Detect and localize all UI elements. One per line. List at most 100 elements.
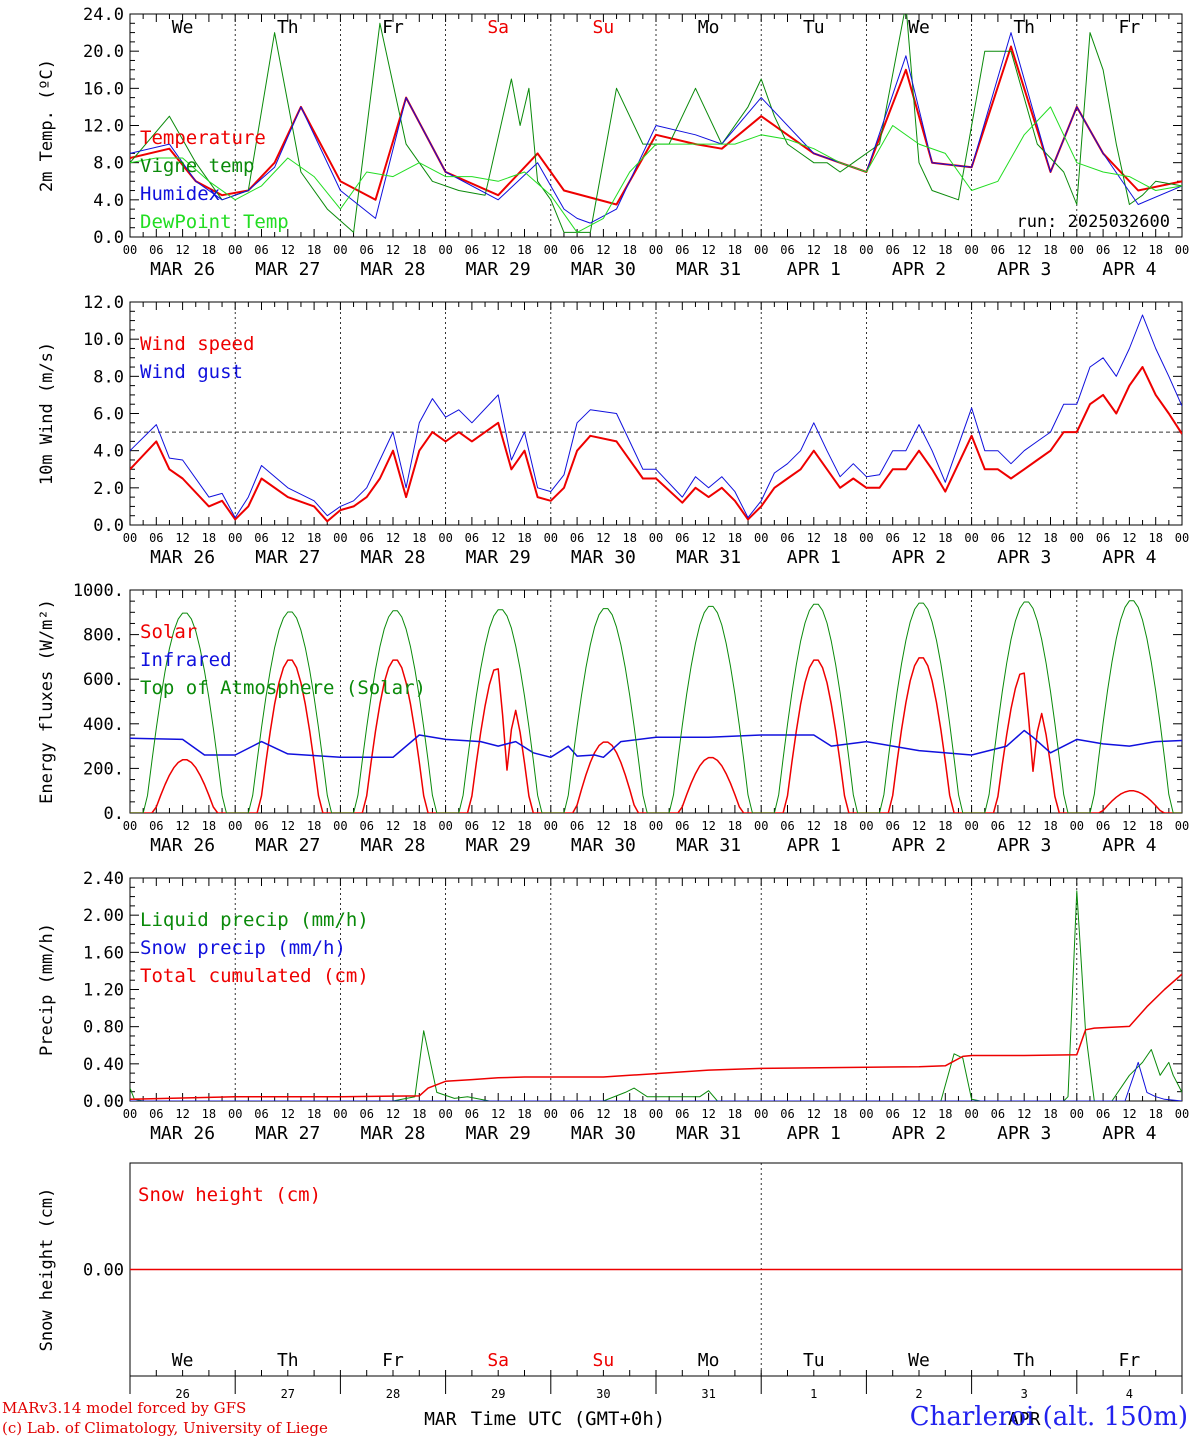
date-label: MAR 31 [676,547,741,568]
hour-tick-label: 18 [622,531,636,545]
day-name: Su [593,1350,615,1371]
legend-snow-height-cm-: Snow height (cm) [138,1184,321,1206]
hour-tick-label: 18 [517,531,531,545]
y-axis-label: Energy fluxes (W/m²) [37,599,57,804]
hour-tick-label: 18 [1043,531,1057,545]
hour-tick-label: 00 [333,1107,347,1121]
hour-tick-label: 12 [175,819,189,833]
day-name: We [172,17,194,38]
legend-snow-precip-mm-h-: Snow precip (mm/h) [140,937,346,959]
legend-solar: Solar [140,621,197,643]
hour-tick-label: 18 [202,243,216,257]
hour-tick-label: 18 [307,531,321,545]
day-number: 26 [175,1387,189,1401]
date-label: MAR 29 [466,259,531,280]
hour-tick-label: 18 [622,243,636,257]
hour-tick-label: 06 [991,531,1005,545]
hour-tick-label: 06 [780,819,794,833]
hour-tick-label: 18 [1148,819,1162,833]
hour-tick-label: 06 [885,819,899,833]
hour-tick-label: 00 [333,819,347,833]
date-label: MAR 30 [571,1123,636,1144]
legend-liquid-precip-mm-h-: Liquid precip (mm/h) [140,909,369,931]
hour-tick-label: 12 [596,243,610,257]
series-vigne-temp [130,14,1182,233]
hour-tick-label: 18 [202,819,216,833]
hour-tick-label: 00 [754,243,768,257]
hour-tick-label: 00 [228,1107,242,1121]
date-label: APR 1 [787,259,841,280]
day-name: Fr [1119,17,1141,38]
y-tick-label: 2.40 [83,869,124,889]
hour-tick-label: 00 [859,243,873,257]
y-tick-label: 24.0 [83,5,124,25]
hour-tick-label: 06 [149,243,163,257]
hour-tick-label: 18 [307,243,321,257]
series-top-of-atmosphere-solar- [130,600,1182,813]
date-label: APR 4 [1102,835,1156,856]
hour-tick-label: 06 [570,819,584,833]
hour-tick-label: 00 [438,819,452,833]
hour-tick-label: 18 [938,819,952,833]
day-number: 27 [281,1387,295,1401]
hour-tick-label: 06 [149,819,163,833]
hour-tick-label: 12 [807,819,821,833]
hour-tick-label: 12 [281,243,295,257]
hour-tick-label: 00 [754,1107,768,1121]
panel-temperature: 00 06 12 18 00 06 12 18 00 06 12 18 00 06 12 18 00 06 12 18… [37,5,1189,280]
legend-vigne-temp: Vigne temp [140,155,254,177]
date-label: MAR 28 [360,835,425,856]
hour-tick-label: 06 [780,531,794,545]
date-label: APR 3 [997,259,1051,280]
hour-tick-label: 00 [1175,1107,1189,1121]
hour-tick-label: 12 [807,1107,821,1121]
date-label: MAR 27 [255,259,320,280]
hour-tick-label: 18 [412,243,426,257]
date-label: APR 3 [997,1123,1051,1144]
series-humidex [130,32,1182,224]
series-group [130,890,1182,1101]
hour-tick-label: 18 [517,819,531,833]
series-snow-precip-mm-h- [130,1061,1182,1101]
hour-tick-label: 18 [622,819,636,833]
hour-tick-label: 12 [1122,819,1136,833]
hour-tick-label: 06 [359,819,373,833]
hour-tick-label: 18 [307,1107,321,1121]
date-label: MAR 28 [360,1123,425,1144]
series-group [130,14,1182,233]
hour-tick-label: 00 [333,531,347,545]
hour-tick-label: 18 [517,243,531,257]
hour-tick-label: 06 [885,243,899,257]
hour-tick-label: 18 [1148,1107,1162,1121]
hour-tick-label: 00 [964,531,978,545]
series-wind-gust [130,314,1182,519]
hour-tick-label: 06 [991,1107,1005,1121]
hour-tick-label: 12 [807,243,821,257]
panel-wind: 00 06 12 18 00 06 12 18 00 06 12 18 00 06 12 18 00 06 12 18… [37,293,1189,568]
hour-tick-label: 12 [1122,1107,1136,1121]
y-axis-label: 10m Wind (m/s) [37,342,57,485]
y-tick-label: 4.0 [93,442,124,462]
date-label: APR 3 [997,835,1051,856]
hour-tick-label: 12 [701,243,715,257]
hour-tick-label: 06 [254,1107,268,1121]
y-tick-label: 12.0 [83,117,124,137]
hour-tick-label: 18 [1043,1107,1057,1121]
y-tick-label: 1000. [73,581,124,601]
hour-tick-label: 12 [491,531,505,545]
day-name: Fr [1119,1350,1141,1371]
hour-tick-label: 18 [728,819,742,833]
hour-tick-label: 18 [517,1107,531,1121]
hour-tick-label: 18 [1043,243,1057,257]
day-number: 29 [491,1387,505,1401]
legend-dewpoint-temp: DewPoint Temp [140,211,289,233]
series-wind-speed [130,366,1182,523]
y-tick-label: 20.0 [83,42,124,62]
hour-tick-label: 12 [1017,819,1031,833]
hour-tick-label: 00 [438,243,452,257]
hour-tick-label: 18 [833,531,847,545]
hour-tick-label: 12 [596,819,610,833]
hour-tick-label: 12 [281,531,295,545]
hour-tick-label: 12 [491,243,505,257]
hour-tick-label: 00 [1175,243,1189,257]
